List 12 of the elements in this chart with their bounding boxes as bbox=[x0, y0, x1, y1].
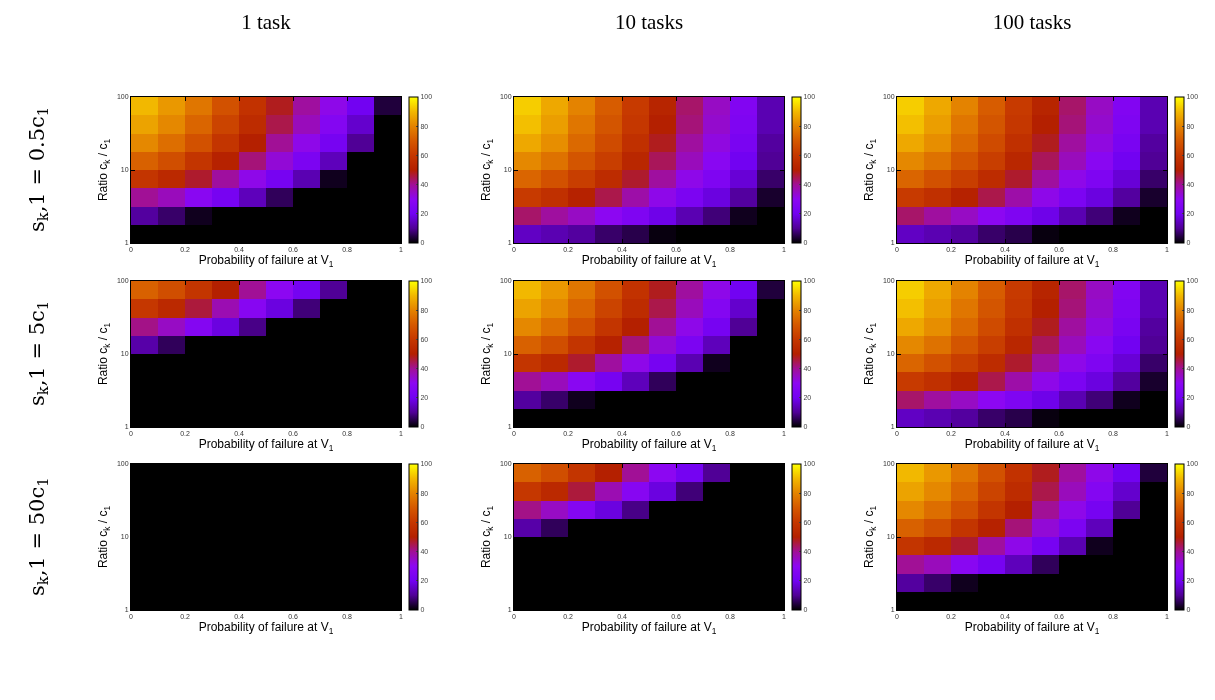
x-axis-title: Probability of failure at V$_{1}$ bbox=[964, 253, 1100, 269]
x-axis-title: Probability of failure at V$_{1}$ bbox=[964, 437, 1100, 453]
x-axis-title: Probability of failure at V$_{1}$ bbox=[581, 437, 717, 453]
chart-title: 1 task bbox=[241, 10, 292, 35]
x-axis-title: Probability of failure at V$_{1}$ bbox=[581, 620, 717, 636]
x-axis-title: Probability of failure at V$_{1}$ bbox=[581, 253, 717, 269]
x-axis-title: Probability of failure at V$_{1}$ bbox=[198, 437, 334, 453]
chart-title: 100 tasks bbox=[992, 10, 1072, 35]
x-axis-title: Probability of failure at V$_{1}$ bbox=[198, 253, 334, 269]
x-axis-title: Probability of failure at V$_{1}$ bbox=[198, 620, 334, 636]
x-axis-title: Probability of failure at V$_{1}$ bbox=[964, 620, 1100, 636]
chart-title: 10 tasks bbox=[614, 10, 684, 35]
